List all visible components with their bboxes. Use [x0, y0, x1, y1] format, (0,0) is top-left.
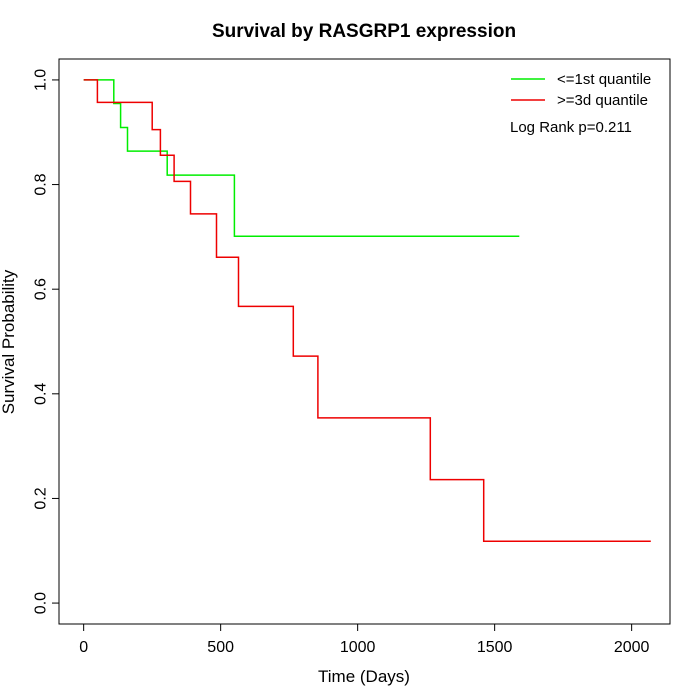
y-axis-label: Survival Probability — [0, 269, 18, 414]
y-tick-label: 0.2 — [33, 487, 50, 509]
y-tick-label: 0.8 — [33, 173, 50, 195]
legend: <=1st quantile >=3d quantile — [511, 71, 651, 109]
x-axis: 0 500 1000 1500 2000 — [79, 623, 650, 656]
y-tick-label: 0.4 — [33, 383, 50, 405]
series-layer — [83, 79, 651, 543]
legend-label-1: <=1st quantile — [557, 71, 651, 88]
x-tick-label: 1000 — [340, 639, 376, 656]
log-rank-annotation: Log Rank p=0.211 — [510, 119, 632, 136]
x-tick-label: 0 — [79, 639, 88, 656]
x-tick-label: 2000 — [614, 639, 650, 656]
survival-curve-1 — [83, 79, 520, 238]
y-tick-label: 1.0 — [33, 69, 50, 91]
y-tick-label: 0.6 — [33, 278, 50, 300]
y-axis: 0.0 0.2 0.4 0.6 0.8 1.0 — [33, 69, 60, 614]
legend-label-2: >=3d quantile — [557, 92, 648, 109]
x-tick-label: 1500 — [477, 639, 513, 656]
x-tick-label: 500 — [207, 639, 234, 656]
y-tick-label: 0.0 — [33, 592, 50, 614]
survival-curve-2 — [83, 79, 651, 543]
plot-frame — [58, 58, 671, 625]
chart-title: Survival by RASGRP1 expression — [212, 21, 516, 42]
x-axis-label: Time (Days) — [318, 667, 410, 686]
